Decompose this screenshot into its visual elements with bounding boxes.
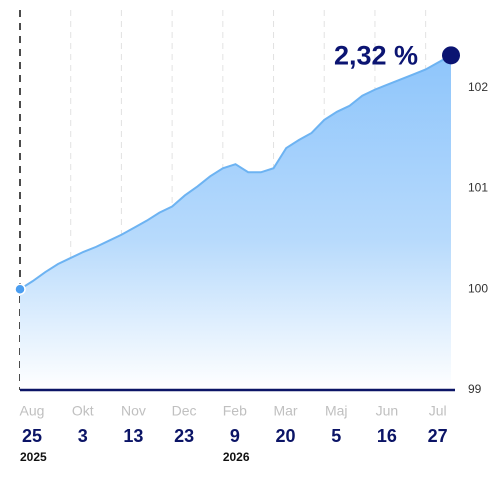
x-tick-month: Nov (121, 403, 146, 419)
x-tick-day: 3 (78, 426, 88, 446)
x-tick-day: 23 (174, 426, 194, 446)
x-tick-year: 2025 (20, 450, 47, 464)
change-label: 2,32 % (334, 40, 418, 70)
start-point (14, 283, 26, 295)
y-tick-label: 101 (468, 181, 488, 195)
y-tick-label: 100 (468, 281, 488, 295)
x-tick-day: 9 (230, 426, 240, 446)
x-tick-day: 5 (331, 426, 341, 446)
x-tick-month: Feb (223, 403, 247, 419)
area-fill (20, 55, 451, 390)
x-tick-month: Dec (172, 403, 197, 419)
x-tick-day: 16 (377, 426, 397, 446)
x-tick-month: Jul (429, 403, 447, 419)
y-tick-label: 102 (468, 80, 488, 94)
x-tick-year: 2026 (223, 450, 250, 464)
x-tick-day: 13 (123, 426, 143, 446)
end-point (442, 46, 460, 65)
area-line (19, 54, 452, 291)
x-tick-month: Aug (20, 403, 45, 419)
x-tick-day: 27 (428, 426, 448, 446)
x-tick-month: Maj (325, 403, 348, 419)
x-tick-day: 20 (276, 426, 296, 446)
x-tick-month: Jun (376, 403, 399, 419)
x-tick-day: 25 (22, 426, 42, 446)
x-tick-month: Mar (273, 403, 297, 419)
y-tick-label: 99 (468, 382, 482, 396)
x-tick-month: Okt (72, 403, 94, 419)
